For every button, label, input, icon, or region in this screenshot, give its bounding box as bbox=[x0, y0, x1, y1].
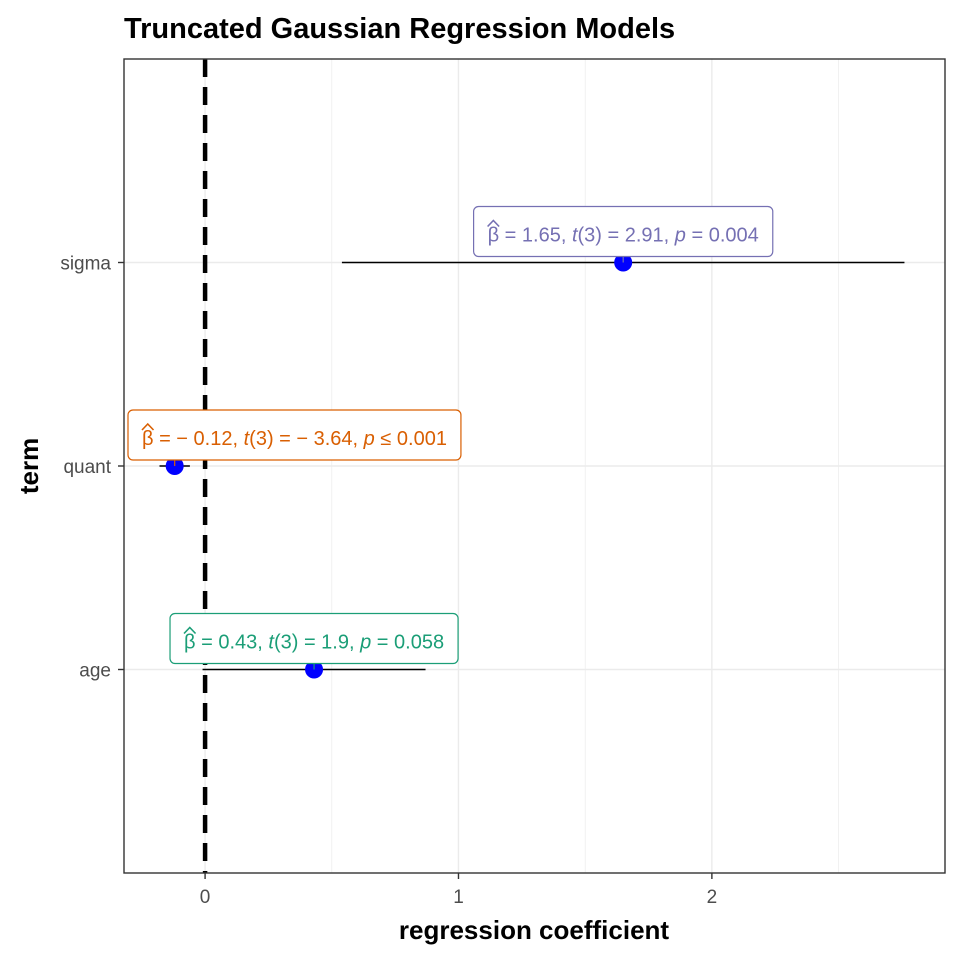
label-p-symbol: p bbox=[363, 428, 375, 450]
y-axis-title: term bbox=[14, 438, 44, 494]
x-axis-title: regression coefficient bbox=[399, 915, 670, 945]
y-tick-label: age bbox=[79, 661, 111, 682]
label-p-value: = 0.058 bbox=[371, 632, 444, 654]
estimate-label-sigma: β = 1.65, t(3) = 2.91, p = 0.004 bbox=[473, 205, 774, 263]
label-t-symbol: t bbox=[268, 632, 275, 654]
label-p-symbol: p bbox=[674, 225, 686, 247]
beta-symbol: β bbox=[488, 225, 500, 247]
y-axis-ticks: age quant sigma bbox=[60, 254, 124, 682]
estimate-label-age: β = 0.43, t(3) = 1.9, p = 0.058 bbox=[169, 612, 459, 670]
label-t-statistic: (3) = 2.91, bbox=[578, 225, 675, 247]
label-p-value: ≤ 0.001 bbox=[375, 428, 447, 450]
x-tick-label: 0 bbox=[200, 887, 211, 908]
label-p-value: = 0.004 bbox=[686, 225, 759, 247]
y-tick-label: sigma bbox=[60, 254, 111, 275]
beta-symbol: β bbox=[142, 428, 154, 450]
label-t-symbol: t bbox=[572, 225, 579, 247]
label-t-symbol: t bbox=[244, 428, 251, 450]
beta-symbol: β bbox=[184, 632, 196, 654]
y-tick-label: quant bbox=[63, 457, 111, 478]
label-text-quant: β = − 0.12, t(3) = − 3.64, p ≤ 0.001 bbox=[142, 428, 447, 450]
label-t-statistic: (3) = − 3.64, bbox=[249, 428, 364, 450]
label-estimate: = 1.65, bbox=[499, 225, 572, 247]
x-axis-ticks: 0 1 2 bbox=[200, 873, 717, 908]
x-tick-label: 1 bbox=[453, 887, 464, 908]
beta-hat-mark bbox=[183, 626, 197, 635]
chart-title: Truncated Gaussian Regression Models bbox=[124, 13, 675, 45]
x-tick-label: 2 bbox=[707, 887, 718, 908]
label-p-symbol: p bbox=[359, 632, 371, 654]
beta-hat-mark bbox=[487, 219, 500, 228]
label-box-quant bbox=[127, 409, 462, 461]
label-text-sigma: β = 1.65, t(3) = 2.91, p = 0.004 bbox=[488, 225, 759, 247]
label-estimate: = − 0.12, bbox=[154, 428, 244, 450]
label-text-age: β = 0.43, t(3) = 1.9, p = 0.058 bbox=[184, 632, 444, 654]
beta-hat-mark bbox=[141, 422, 155, 431]
estimate-label-quant: β = − 0.12, t(3) = − 3.64, p ≤ 0.001 bbox=[127, 409, 462, 466]
label-t-statistic: (3) = 1.9, bbox=[274, 632, 360, 654]
label-estimate: = 0.43, bbox=[196, 632, 269, 654]
